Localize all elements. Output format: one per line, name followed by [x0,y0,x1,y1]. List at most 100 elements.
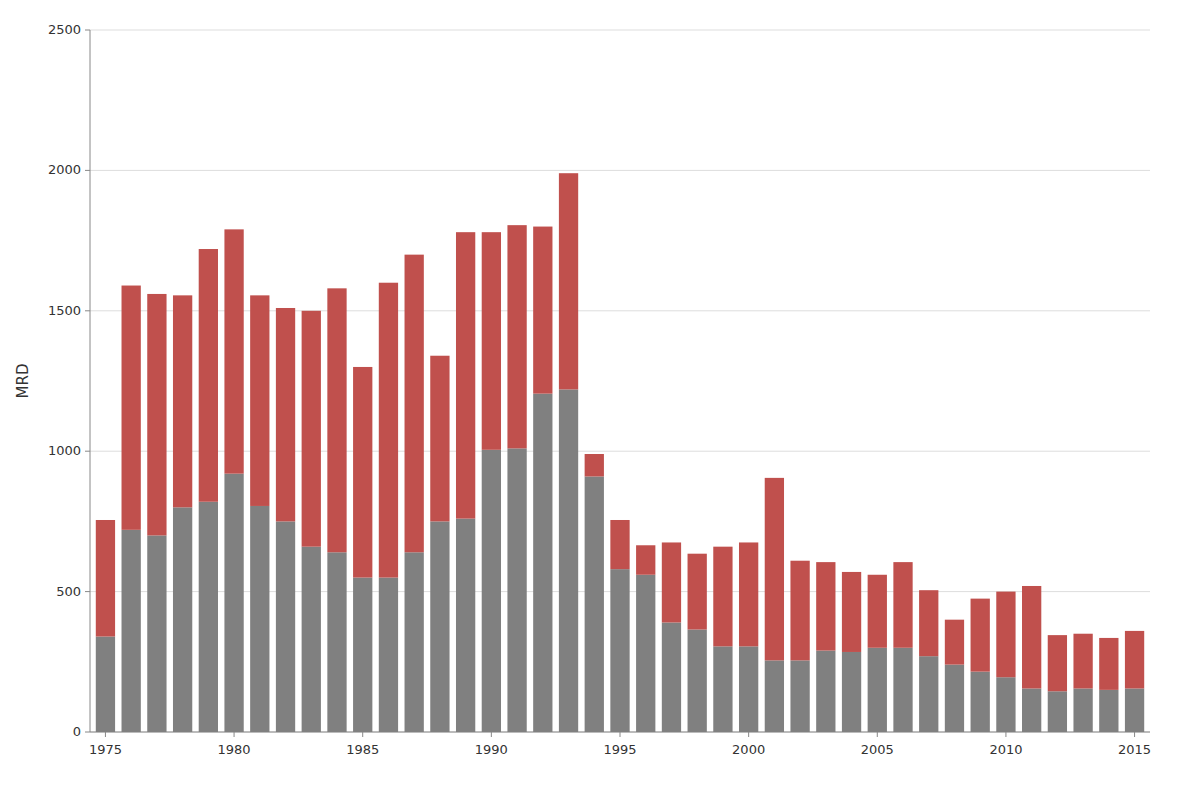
bar-segment [765,478,784,661]
bar-segment [173,295,192,507]
bar-segment [379,578,398,732]
y-axis-label: MRD [14,364,32,399]
grid [90,30,1150,732]
bar-segment [790,561,809,661]
bar-segment [636,545,655,574]
grid-line [90,170,1150,171]
grid-line [90,451,1150,452]
x-tick [1005,732,1006,737]
bar-segment [147,294,166,535]
y-tick-label: 1000 [48,443,81,458]
x-tick-label: 2015 [1118,742,1151,757]
x-tick [234,732,235,737]
bar-segment [971,672,990,732]
y-tick-label: 2500 [48,22,81,37]
bar-segment [224,474,243,732]
x-tick-label: 2000 [732,742,765,757]
bar-segment [1099,690,1118,732]
y-tick [85,732,90,733]
x-tick-label: 1985 [346,742,379,757]
bar-segment [765,660,784,732]
bar-segment [559,389,578,732]
y-tick-label: 2000 [48,162,81,177]
bar-segment [199,249,218,502]
bar-segment [610,520,629,569]
y-tick-label: 500 [56,584,81,599]
chart: 0 500 1000 1500 2000 2500 1975 1980 1985 1990 1995… [0,0,1180,787]
y-tick [85,30,90,31]
bar-segment [1048,691,1067,732]
y-tick [85,170,90,171]
bar-segment [893,562,912,648]
x-tick-label: 1990 [475,742,508,757]
bar-segment [430,521,449,732]
x-tick [362,732,363,737]
bar-segment [713,547,732,647]
bar-segment [996,592,1015,678]
y-tick [85,591,90,592]
bar-segment [1125,631,1144,689]
x-tick [748,732,749,737]
bar-segment [971,599,990,672]
bar-segment [1099,638,1118,690]
bar-segment [405,552,424,732]
bar-segment [533,227,552,394]
bar-segment [585,476,604,732]
bar-segment [379,283,398,578]
bar-segment [224,229,243,473]
x-tick [1134,732,1135,737]
bar-segment [327,552,346,732]
bar-segment [893,648,912,732]
bar-segment [945,665,964,732]
bar-segment [250,506,269,732]
bar-segment [816,651,835,732]
bar-segment [199,502,218,732]
bar-segment [405,255,424,553]
bar-segment [353,578,372,732]
x-tick-label: 1995 [603,742,636,757]
bar-segment [816,562,835,650]
bars [96,173,1144,732]
x-tick [620,732,621,737]
bar-segment [1022,586,1041,688]
bar-segment [868,575,887,648]
bar-segment [147,535,166,732]
x-tick [105,732,106,737]
bar-segment [1048,635,1067,691]
bar-segment [919,590,938,656]
bar-segment [302,547,321,732]
x-tick-label: 1975 [89,742,122,757]
bar-segment [276,308,295,521]
bar-segment [1073,688,1092,732]
y-tick [85,310,90,311]
bar-segment [250,295,269,506]
bar-segment [327,288,346,552]
bar-segment [1073,634,1092,689]
bar-segment [507,225,526,448]
bar-segment [919,656,938,732]
grid-line [90,30,1150,31]
bar-segment [122,530,141,732]
y-axis-line [90,30,91,732]
bar-segment [662,622,681,732]
bar-segment [302,311,321,547]
bar-segment [353,367,372,578]
bar-segment [559,173,578,389]
y-tick [85,451,90,452]
x-tick-label: 1980 [218,742,251,757]
bar-segment [173,507,192,732]
bar-segment [868,648,887,732]
bar-segment [533,394,552,732]
bar-segment [662,542,681,622]
bar-segment [842,572,861,652]
bar-segment [1125,688,1144,732]
bar-segment [739,646,758,732]
y-tick-label: 0 [73,724,81,739]
bar-segment [456,232,475,518]
bar-segment [96,520,115,637]
y-tick-label: 1500 [48,303,81,318]
bar-segment [482,232,501,450]
bar-segment [713,646,732,732]
bar-segment [790,660,809,732]
bar-segment [610,569,629,732]
